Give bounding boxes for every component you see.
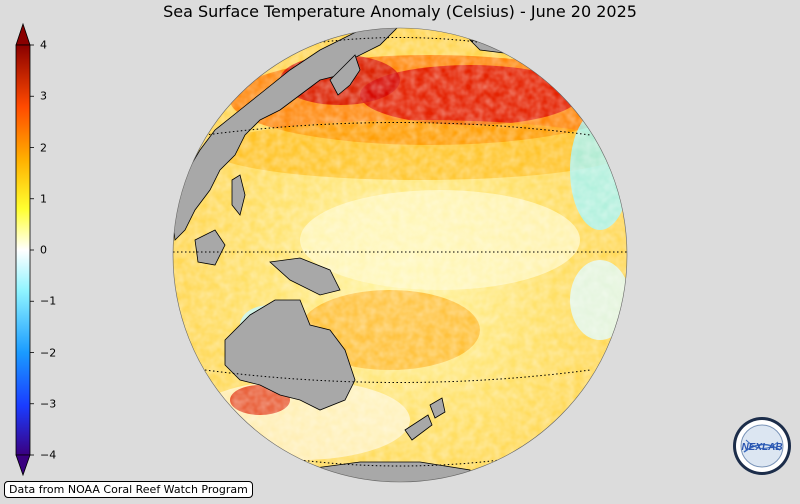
latitude-line-60s: [299, 459, 501, 467]
landmass-new-guinea: [269, 257, 341, 296]
globe-outline: [172, 27, 628, 483]
landmass-new-zealand-north: [429, 397, 446, 419]
nexlab-logo: NEXLAB: [732, 416, 792, 476]
latitude-line-60n: [299, 37, 501, 46]
data-credit: Data from NOAA Coral Reef Watch Program: [4, 481, 253, 498]
landmass-borneo: [194, 229, 226, 266]
colorbar-tick-label: 4: [40, 38, 47, 52]
graticule: [173, 37, 627, 467]
landmass-japan: [329, 54, 361, 96]
colorbar-tick-label: −3: [40, 397, 57, 411]
svg-text:NEXLAB: NEXLAB: [741, 442, 782, 453]
colorbar-tick-label: 2: [40, 141, 47, 154]
map-title: Sea Surface Temperature Anomaly (Celsius…: [163, 2, 637, 21]
latitude-line-30n: [204, 122, 591, 136]
ocean-texture: [173, 28, 627, 482]
colorbar-tick-label: 0: [40, 243, 47, 257]
landmass-philippines: [231, 174, 246, 216]
colorbar-svg: [15, 22, 34, 477]
landmass-new-zealand-south: [404, 414, 433, 441]
landmass-australia: [224, 299, 356, 411]
colorbar: 4 3 2 1 0 −1 −2 −3 −4: [0, 0, 70, 500]
colorbar-tick-label: 1: [40, 192, 47, 206]
colorbar-tick-label: −4: [40, 448, 57, 462]
colorbar-tick-label: −2: [40, 346, 57, 359]
latitude-line-30s: [204, 369, 591, 383]
logo-icon: NEXLAB: [733, 417, 791, 475]
colorbar-min-arrow: [15, 454, 31, 477]
landmass-antarctica: [299, 461, 471, 482]
colorbar-tick-label: 3: [40, 89, 47, 103]
colorbar-tick-label: −1: [40, 294, 57, 308]
